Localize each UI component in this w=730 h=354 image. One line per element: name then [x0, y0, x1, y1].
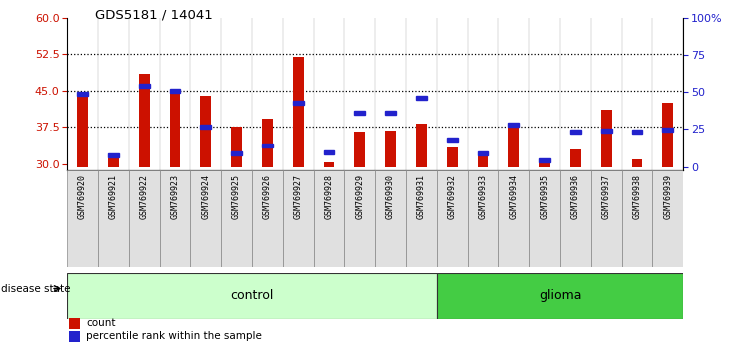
- Bar: [355, 111, 365, 115]
- Bar: [570, 130, 581, 134]
- Bar: [447, 138, 458, 142]
- Bar: [406, 170, 437, 267]
- Bar: [631, 159, 642, 166]
- Bar: [601, 129, 612, 133]
- Text: percentile rank within the sample: percentile rank within the sample: [86, 331, 262, 341]
- Bar: [191, 170, 221, 267]
- Bar: [231, 127, 242, 166]
- Bar: [77, 93, 88, 166]
- Text: GSM769927: GSM769927: [293, 174, 303, 219]
- Text: GSM769921: GSM769921: [109, 174, 118, 219]
- Bar: [262, 119, 273, 166]
- Bar: [437, 170, 468, 267]
- Text: GSM769934: GSM769934: [510, 174, 518, 219]
- Bar: [108, 153, 119, 157]
- Text: GSM769928: GSM769928: [325, 174, 334, 219]
- Bar: [509, 123, 519, 127]
- Bar: [283, 170, 314, 267]
- Bar: [591, 170, 622, 267]
- Bar: [169, 90, 180, 166]
- Bar: [437, 273, 683, 319]
- Bar: [355, 132, 365, 166]
- Bar: [601, 110, 612, 166]
- Bar: [77, 92, 88, 96]
- Text: glioma: glioma: [539, 289, 581, 302]
- Text: disease state: disease state: [1, 284, 71, 293]
- Text: GSM769920: GSM769920: [78, 174, 87, 219]
- Bar: [529, 170, 560, 267]
- Bar: [98, 170, 128, 267]
- Bar: [139, 84, 150, 88]
- Text: GSM769922: GSM769922: [139, 174, 149, 219]
- Bar: [631, 130, 642, 134]
- Bar: [477, 152, 488, 155]
- Bar: [67, 170, 98, 267]
- Bar: [653, 170, 683, 267]
- Text: GSM769931: GSM769931: [417, 174, 426, 219]
- Bar: [169, 89, 180, 93]
- Bar: [539, 158, 550, 162]
- Bar: [293, 101, 304, 105]
- Bar: [509, 125, 519, 166]
- Bar: [416, 96, 427, 100]
- Bar: [663, 128, 673, 132]
- Text: control: control: [230, 289, 274, 302]
- Text: GSM769935: GSM769935: [540, 174, 549, 219]
- Bar: [477, 155, 488, 166]
- Text: GSM769925: GSM769925: [232, 174, 241, 219]
- Bar: [385, 131, 396, 166]
- Text: GSM769930: GSM769930: [386, 174, 395, 219]
- Bar: [108, 158, 119, 166]
- Bar: [323, 162, 334, 166]
- Bar: [293, 57, 304, 166]
- Bar: [231, 152, 242, 155]
- Text: GSM769936: GSM769936: [571, 174, 580, 219]
- Bar: [128, 170, 160, 267]
- Bar: [69, 318, 80, 329]
- Bar: [160, 170, 191, 267]
- Text: GSM769933: GSM769933: [479, 174, 488, 219]
- Text: GSM769937: GSM769937: [602, 174, 611, 219]
- Bar: [139, 74, 150, 166]
- Bar: [69, 331, 80, 342]
- Text: GSM769923: GSM769923: [171, 174, 180, 219]
- Bar: [201, 125, 211, 129]
- Bar: [375, 170, 406, 267]
- Text: GSM769938: GSM769938: [633, 174, 642, 219]
- Text: GSM769932: GSM769932: [447, 174, 457, 219]
- Bar: [416, 124, 427, 166]
- Bar: [570, 149, 581, 166]
- Bar: [539, 162, 550, 166]
- Text: GSM769926: GSM769926: [263, 174, 272, 219]
- Bar: [468, 170, 499, 267]
- Bar: [499, 170, 529, 267]
- Text: GSM769929: GSM769929: [356, 174, 364, 219]
- Bar: [262, 144, 273, 148]
- Bar: [560, 170, 591, 267]
- Bar: [252, 170, 283, 267]
- Bar: [447, 147, 458, 166]
- Bar: [663, 103, 673, 166]
- Text: GDS5181 / 14041: GDS5181 / 14041: [95, 9, 212, 22]
- Bar: [201, 96, 211, 166]
- Text: GSM769924: GSM769924: [201, 174, 210, 219]
- Bar: [385, 111, 396, 115]
- Text: GSM769939: GSM769939: [664, 174, 672, 219]
- Text: count: count: [86, 318, 115, 328]
- Bar: [323, 150, 334, 154]
- Bar: [314, 170, 345, 267]
- Bar: [67, 273, 437, 319]
- Bar: [221, 170, 252, 267]
- Bar: [345, 170, 375, 267]
- Bar: [622, 170, 653, 267]
